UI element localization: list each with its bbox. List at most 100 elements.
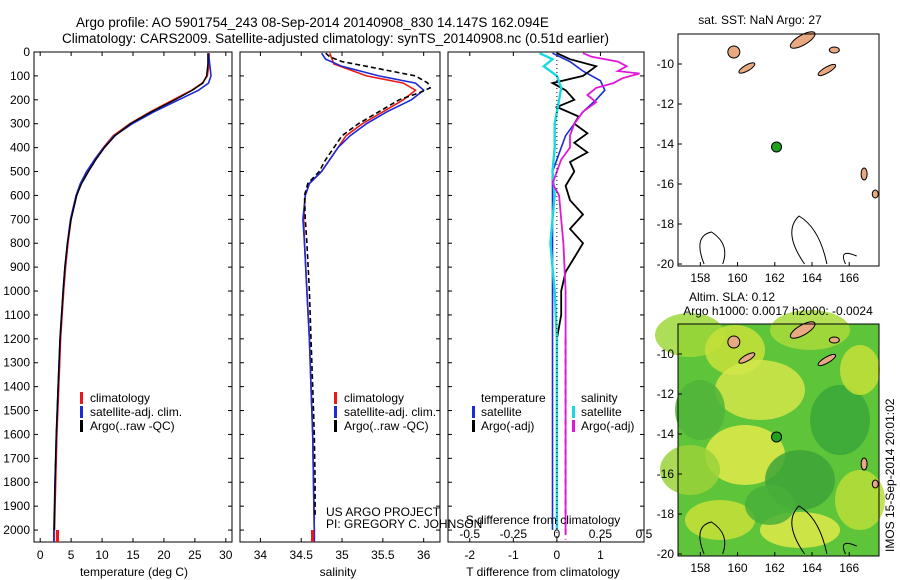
contour <box>791 505 828 555</box>
sla-patch <box>705 425 785 485</box>
series-line-3 <box>303 52 432 519</box>
y-tick-label: 600 <box>10 188 30 202</box>
series-line-3 <box>538 52 563 530</box>
x-tick-label: 20 <box>157 548 171 562</box>
island <box>860 457 868 471</box>
legend-label-temp-argo: Argo(-adj) <box>481 419 534 433</box>
header-line-1: Argo profile: AO 5901754_243 08-Sep-2014… <box>76 15 549 30</box>
sla-map: 158 160 162 164 166 -10 -12 -14 -16 -18 -20 <box>655 310 885 575</box>
lon-tick-label: 166 <box>839 561 859 575</box>
plot-frame <box>239 51 441 543</box>
timestamp-stamp: IMOS 15-Sep-2014 20:01:02 <box>883 398 897 552</box>
x-tick-label: 36 <box>417 548 431 562</box>
sla-map-title-2: Argo h1000: 0.0017 h2000: -0.0024 <box>683 304 873 318</box>
y-tick-label: 700 <box>10 212 30 226</box>
island <box>727 335 741 349</box>
x-tick-label: -1 <box>508 548 519 562</box>
island <box>860 167 868 181</box>
legend-swatch-climatology <box>334 392 337 404</box>
island <box>738 62 756 74</box>
lon-tick-label: 164 <box>802 271 822 285</box>
temperature-legend: climatology satellite-adj. clim. Argo(..… <box>80 391 182 433</box>
salinity-panel: 34 34.5 35 35.5 36 <box>239 51 441 562</box>
legend-title-temperature: temperature <box>481 391 546 405</box>
difference-xlabel: T difference from climatology <box>466 565 620 579</box>
lat-tick-label: -12 <box>657 97 675 111</box>
legend-label-argo: Argo(..raw -QC) <box>344 419 429 433</box>
salinity-legend: climatology satellite-adj. clim. Argo(..… <box>334 391 436 433</box>
y-tick-label: 1900 <box>3 499 30 513</box>
y-tick-label: 1100 <box>4 308 30 322</box>
lon-tick-label: 164 <box>802 561 822 575</box>
sla-patch <box>675 380 725 440</box>
series-line-2 <box>302 52 425 542</box>
sla-map-title-1: Altim. SLA: 0.12 <box>689 290 775 304</box>
y-tick-label: 1200 <box>3 332 30 346</box>
series-line-1 <box>302 52 417 542</box>
x-tick-label: 1 <box>597 548 604 562</box>
y-tick-label: 800 <box>10 236 30 250</box>
lon-tick-label: 160 <box>728 561 748 575</box>
header-line-2: Climatology: CARS2009. Satellite-adjuste… <box>62 31 609 46</box>
legend-swatch-sal-argo <box>572 420 575 432</box>
legend-label-climatology: climatology <box>90 391 150 405</box>
contour <box>699 521 726 555</box>
y-tick-label: 1000 <box>3 284 30 298</box>
sla-patch <box>715 360 805 420</box>
legend-swatch-argo <box>80 420 83 432</box>
lon-tick-label: 162 <box>765 561 785 575</box>
top-x-tick-label: -0.25 <box>500 527 528 541</box>
legend-swatch-climatology <box>80 392 83 404</box>
lat-tick-label: -14 <box>657 427 675 441</box>
contour <box>699 231 726 265</box>
legend-swatch-sal-satellite <box>572 406 575 418</box>
legend-swatch-satellite <box>80 406 83 418</box>
y-tick-label: 300 <box>10 117 30 131</box>
sla-patch <box>660 445 720 495</box>
project-credit: US ARGO PROJECT <box>326 505 441 519</box>
lat-tick-label: -20 <box>657 257 675 271</box>
x-tick-label: 15 <box>126 548 140 562</box>
legend-label-argo: Argo(..raw -QC) <box>90 419 175 433</box>
difference-legend: temperature satellite Argo(-adj) salinit… <box>472 391 634 433</box>
y-tick-label: 200 <box>10 93 30 107</box>
sla-patch <box>745 485 795 525</box>
sla-patch <box>810 385 870 455</box>
contour <box>842 252 857 265</box>
y-tick-label: 900 <box>10 260 30 274</box>
pi-credit: PI: GREGORY C. JOHNSON <box>326 517 482 531</box>
x-tick-label: -2 <box>464 548 475 562</box>
salinity-xlabel: salinity <box>320 565 357 579</box>
legend-swatch-temp-satellite <box>472 406 475 418</box>
sst-map: 158 160 162 164 166 -10 -12 -14 -16 -18 -20 <box>657 31 880 285</box>
x-tick-label: 5 <box>68 548 75 562</box>
x-tick-label: 10 <box>95 548 109 562</box>
y-tick-label: 1300 <box>3 356 30 370</box>
series-line-4 <box>551 52 640 530</box>
lat-tick-label: -16 <box>657 177 675 191</box>
x-tick-label: 35 <box>335 548 349 562</box>
island <box>828 336 840 344</box>
lon-tick-label: 162 <box>765 271 785 285</box>
y-tick-label: 0 <box>23 45 30 59</box>
legend-swatch-temp-argo <box>472 420 475 432</box>
contour <box>842 542 857 555</box>
y-tick-label: 2000 <box>3 523 30 537</box>
top-x-tick-label: 0.25 <box>589 527 613 541</box>
x-tick-label: 0 <box>554 548 561 562</box>
lat-tick-label: -10 <box>657 347 675 361</box>
argo-location-marker <box>771 431 783 443</box>
argo-location-marker <box>771 141 783 153</box>
x-tick-label: 34.5 <box>290 548 314 562</box>
island <box>817 63 837 77</box>
island <box>789 321 816 339</box>
legend-title-salinity: salinity <box>581 391 618 405</box>
lat-tick-label: -18 <box>657 217 675 231</box>
y-tick-label: 1400 <box>3 380 30 394</box>
difference-panel: -2 -1 0 1 -0.5 -0.25 0 0.25 0.5 <box>447 51 653 562</box>
lat-tick-label: -16 <box>657 467 675 481</box>
temperature-panel: 0100200300400500600700800900100011001200… <box>3 45 233 562</box>
series-line-1 <box>53 53 210 542</box>
series-line-2 <box>52 53 212 542</box>
